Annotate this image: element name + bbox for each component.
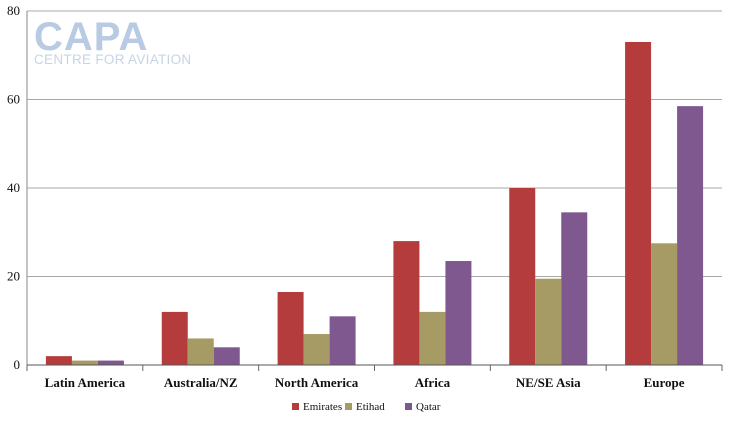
bar-etihad-5 bbox=[651, 243, 678, 365]
legend-label: Emirates bbox=[303, 401, 342, 413]
gridlines bbox=[26, 10, 722, 365]
category-label: Africa bbox=[415, 375, 451, 390]
category-label: North America bbox=[275, 375, 359, 390]
bar-qatar-2 bbox=[329, 316, 356, 365]
category-label: Latin America bbox=[45, 375, 126, 390]
bar-emirates-0 bbox=[45, 356, 72, 365]
bar-etihad-0 bbox=[71, 360, 98, 365]
bar-emirates-3 bbox=[393, 241, 420, 365]
y-tick-label: 80 bbox=[7, 3, 20, 18]
bar-emirates-5 bbox=[625, 41, 652, 365]
category-label: NE/SE Asia bbox=[516, 375, 581, 390]
bars bbox=[45, 41, 704, 365]
capa-logo: CAPA CENTRE FOR AVIATION bbox=[34, 15, 191, 67]
bar-qatar-0 bbox=[97, 360, 124, 365]
category-label: Europe bbox=[644, 375, 685, 390]
y-tick-label: 60 bbox=[7, 92, 20, 107]
bar-qatar-4 bbox=[561, 212, 588, 365]
bar-qatar-1 bbox=[213, 347, 240, 365]
bar-etihad-4 bbox=[535, 278, 562, 365]
bar-etihad-2 bbox=[303, 334, 330, 365]
legend-item-qatar: Qatar bbox=[405, 401, 441, 413]
legend-swatch bbox=[345, 403, 352, 410]
logo-main-text: CAPA bbox=[34, 15, 148, 59]
bar-qatar-5 bbox=[677, 106, 704, 365]
legend-item-etihad: Etihad bbox=[345, 401, 385, 413]
logo-sub-text: CENTRE FOR AVIATION bbox=[34, 52, 191, 67]
category-labels: Latin America Australia/NZ North America Af… bbox=[45, 375, 685, 390]
legend: Emirates Etihad Qatar bbox=[292, 401, 441, 413]
y-axis-ticks: 0 20 40 60 80 bbox=[7, 3, 20, 372]
y-tick-label: 20 bbox=[7, 269, 20, 284]
legend-label: Etihad bbox=[356, 401, 385, 413]
legend-label: Qatar bbox=[416, 401, 441, 413]
x-axis-ticks bbox=[26, 365, 723, 371]
y-tick-label: 40 bbox=[7, 180, 20, 195]
bar-emirates-2 bbox=[277, 291, 304, 365]
bar-emirates-4 bbox=[509, 188, 536, 365]
legend-swatch bbox=[292, 403, 299, 410]
category-label: Australia/NZ bbox=[164, 375, 238, 390]
legend-item-emirates: Emirates bbox=[292, 401, 342, 413]
bar-emirates-1 bbox=[161, 311, 188, 365]
y-tick-label: 0 bbox=[14, 357, 21, 372]
bar-qatar-3 bbox=[445, 261, 472, 365]
bar-etihad-1 bbox=[187, 338, 214, 365]
bar-etihad-3 bbox=[419, 311, 446, 365]
legend-swatch bbox=[405, 403, 412, 410]
